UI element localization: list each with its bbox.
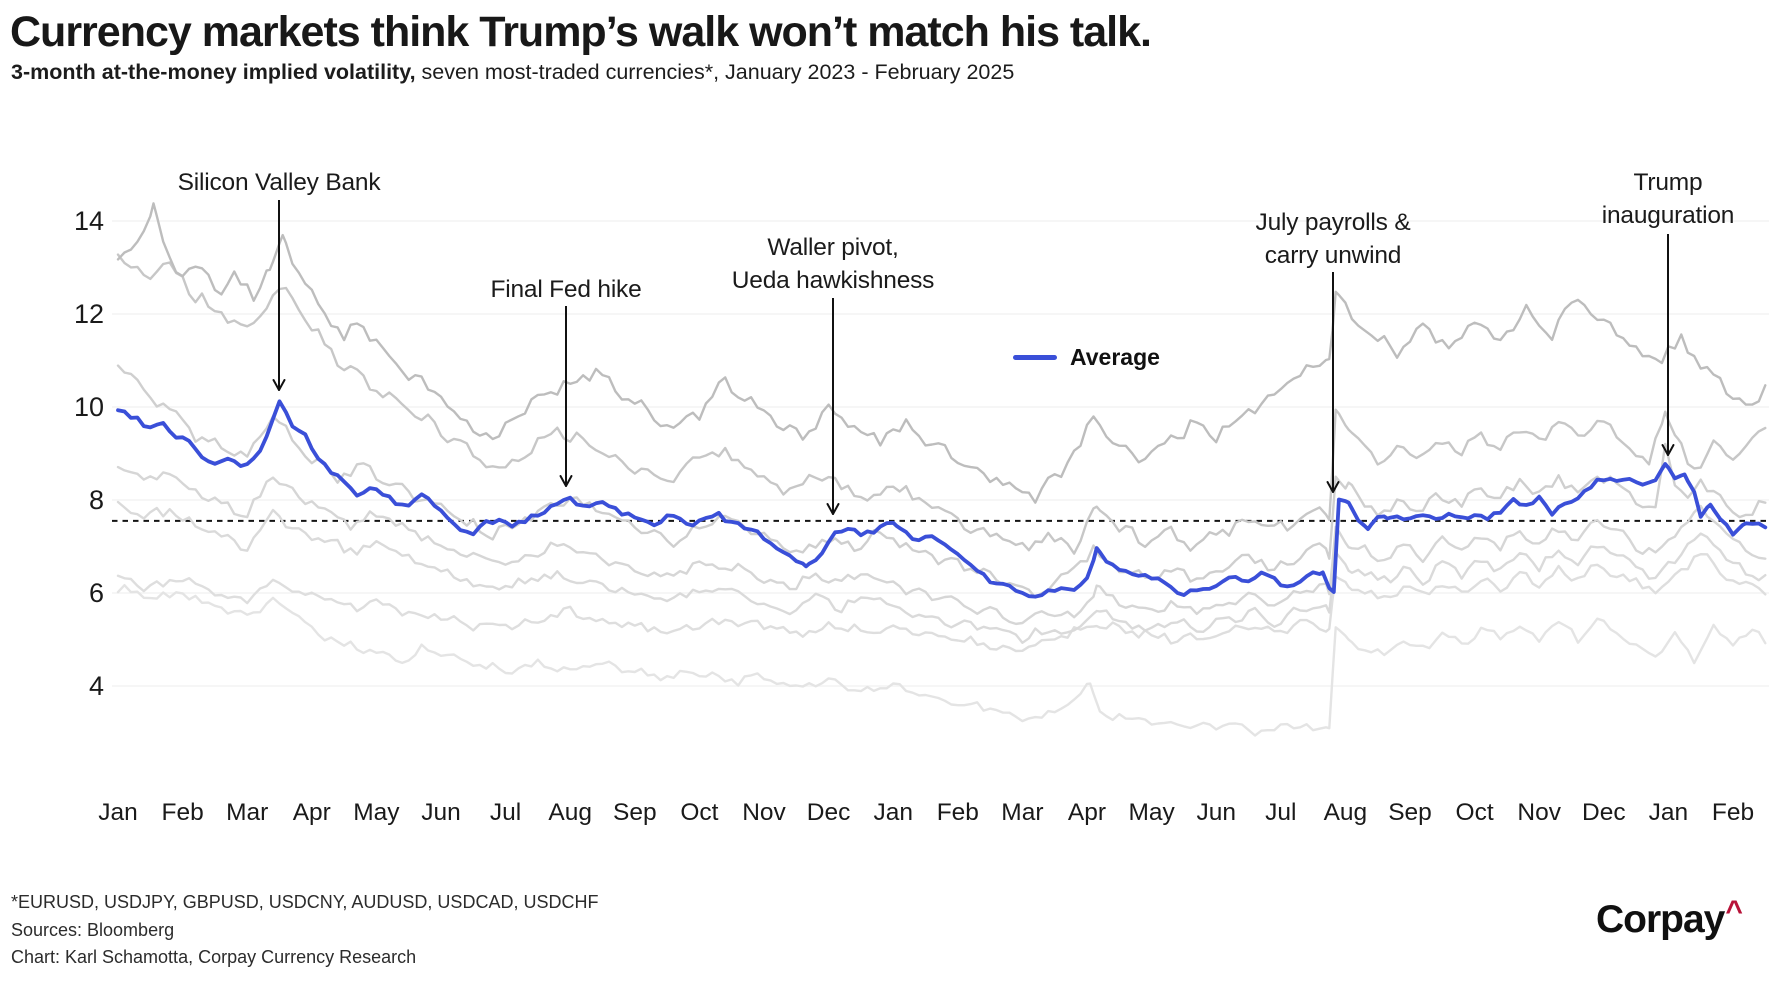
series-line-currency-line-4 <box>116 465 1767 626</box>
annotation-arrowhead <box>278 379 286 391</box>
series-line-currency-line-5 <box>116 500 1767 644</box>
footnote-credit: Chart: Karl Schamotta, Corpay Currency R… <box>11 947 417 967</box>
x-axis-tick-label: Feb <box>161 799 203 826</box>
x-axis-tick-label: Jan <box>98 799 138 826</box>
annotation-july-payrolls-carry-unwind: July payrolls & carry unwind <box>1255 209 1411 269</box>
series-line-average <box>116 399 1768 599</box>
x-axis-tick-label: Aug <box>548 799 592 826</box>
x-axis-tick-label: Sep <box>1388 799 1432 826</box>
legend-label: Average <box>1070 344 1160 370</box>
x-axis-tick-label: Mar <box>1001 799 1043 826</box>
y-axis-tick-label: 14 <box>74 206 104 236</box>
footnote-currencies: *EURUSD, USDJPY, GBPUSD, USDCNY, AUDUSD,… <box>11 892 599 912</box>
y-axis-tick-label: 10 <box>74 392 104 422</box>
corpay-logo-text: Corpay <box>1596 898 1725 941</box>
x-axis-tick-label: Feb <box>937 799 979 826</box>
x-axis-tick-label: Jun <box>1196 799 1236 826</box>
x-axis-tick-label: Jul <box>1265 799 1296 826</box>
annotation-waller-pivot-ueda-hawkishness: Waller pivot, Ueda hawkishness <box>731 234 935 294</box>
y-axis-tick-label: 4 <box>89 671 104 701</box>
x-axis-tick-label: Oct <box>1456 799 1494 826</box>
x-axis-tick-label: Jul <box>490 799 521 826</box>
x-axis-tick-label: Nov <box>742 799 786 826</box>
annotation-silicon-valley-bank: Silicon Valley Bank <box>177 169 381 196</box>
series-line-currency-line-7 <box>116 584 1767 737</box>
x-axis-tick-label: Sep <box>613 799 657 826</box>
page-subtitle: 3-month at-the-money implied volatility,… <box>11 60 1014 85</box>
annotation-arrowhead <box>1326 481 1334 493</box>
series-line-currency-line-2 <box>116 253 1767 555</box>
series-line-currency-line-6 <box>116 553 1767 653</box>
footnote-block: *EURUSD, USDJPY, GBPUSD, USDCNY, AUDUSD,… <box>11 889 598 972</box>
x-axis-tick-label: Jun <box>421 799 461 826</box>
annotation-arrowhead <box>559 475 567 487</box>
legend-line-swatch <box>1013 355 1057 360</box>
page-title: Currency markets think Trump’s walk won’… <box>10 8 1152 56</box>
x-axis-tick-label: Apr <box>293 799 331 826</box>
y-axis-tick-label: 6 <box>89 578 104 608</box>
x-axis-tick-label: Nov <box>1517 799 1561 826</box>
x-axis-tick-label: Dec <box>1582 799 1626 826</box>
x-axis-tick-label: May <box>1128 799 1175 826</box>
annotation-arrowhead <box>565 475 573 487</box>
corpay-caret-icon: ^ <box>1725 895 1743 928</box>
x-axis-tick-label: Feb <box>1712 799 1754 826</box>
corpay-logo: Corpay^ <box>1596 895 1743 942</box>
footnote-sources: Sources: Bloomberg <box>11 919 175 940</box>
x-axis-tick-label: Apr <box>1068 799 1106 826</box>
annotation-arrowhead <box>826 503 834 515</box>
annotation-arrowhead <box>832 503 840 515</box>
x-axis-tick-label: May <box>353 799 400 826</box>
annotation-arrowhead <box>1667 444 1675 456</box>
subtitle-rest-text: seven most-traded currencies*, January 2… <box>415 60 1015 84</box>
subtitle-bold-text: 3-month at-the-money implied volatility, <box>11 60 416 84</box>
y-axis-tick-label: 12 <box>74 299 104 329</box>
y-axis-tick-label: 8 <box>89 485 104 515</box>
annotation-arrowhead <box>1661 444 1669 456</box>
x-axis-tick-label: Jan <box>873 799 913 826</box>
annotation-trump-inauguration: Trump inauguration <box>1601 169 1735 229</box>
legend-average: Average <box>1013 344 1160 371</box>
x-axis-tick-label: Dec <box>807 799 851 826</box>
annotation-arrowhead <box>272 379 280 391</box>
series-line-currency-line-3 <box>116 364 1767 599</box>
x-axis-tick-label: Mar <box>226 799 268 826</box>
annotation-arrowhead <box>1332 481 1340 493</box>
series-line-currency-line-1 <box>116 202 1767 504</box>
x-axis-tick-label: Aug <box>1324 799 1368 826</box>
x-axis-tick-label: Jan <box>1649 799 1689 826</box>
x-axis-tick-label: Oct <box>680 799 718 826</box>
annotation-final-fed-hike: Final Fed hike <box>490 276 642 303</box>
